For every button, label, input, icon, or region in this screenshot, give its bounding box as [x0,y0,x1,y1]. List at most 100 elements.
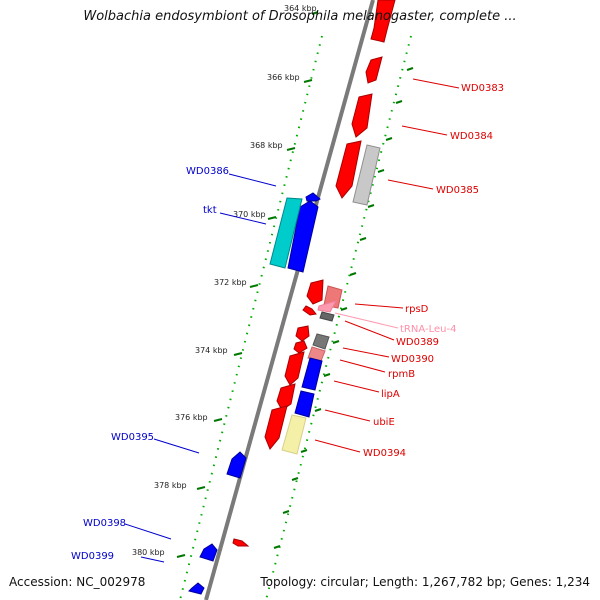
tick-mark [213,418,223,422]
tick-mark [377,169,385,173]
gene-label-wd0386[interactable]: WD0386 [186,166,229,177]
leader-line [334,312,399,329]
gene-label-trna-leu-4[interactable]: tRNA-Leu-4 [400,324,456,335]
gene-feature-forward[interactable] [264,405,288,450]
tick-mark [359,237,367,241]
map-title: Wolbachia endosymbiont of Drosophila mel… [83,9,517,24]
tick-mark [385,137,393,141]
gene-label-rpmb[interactable]: rpmB [388,369,415,380]
gene-feature-forward[interactable] [295,325,310,342]
leader-line [124,523,172,540]
leader-line [314,439,361,453]
genome-backbone [204,0,375,600]
tick-mark [367,204,375,208]
tick-mark [300,449,308,453]
gene-feature-reverse-tkt[interactable] [269,197,303,269]
tick-mark [249,284,259,288]
tick-label: 380 kbp [132,548,165,557]
gene-label-wd0390[interactable]: WD0390 [391,354,434,365]
gene-label-wd0399[interactable]: WD0399 [71,551,114,562]
tick-label: 372 kbp [214,278,247,287]
gene-feature-pale-yellow[interactable] [281,414,307,455]
tick-mark [267,216,277,220]
gene-feature-forward[interactable] [302,305,317,316]
gene-label-wd0385[interactable]: WD0385 [436,185,479,196]
gene-feature-reverse[interactable] [188,582,205,595]
gene-label-tkt[interactable]: tkt [203,205,217,216]
gene-feature-forward[interactable] [293,340,308,354]
gene-label-rpsd[interactable]: rpsD [405,304,429,315]
tick-mark [314,408,322,412]
gene-feature-forward[interactable] [370,0,396,43]
gene-feature-light[interactable] [323,285,343,309]
tick-label: 378 kbp [154,481,187,490]
accession-text: Accession: NC_002978 [9,575,146,589]
leader-line [412,78,460,89]
right-label-leaders [314,78,460,453]
gene-label-wd0389[interactable]: WD0389 [396,337,439,348]
tick-mark [196,486,206,490]
gene-feature-forward[interactable] [365,56,383,84]
gene-feature-reverse[interactable] [199,543,218,562]
gene-feature-reverse[interactable] [226,451,247,479]
tick-label: 374 kbp [195,346,228,355]
tick-marks [176,11,414,558]
gene-feature-reverse[interactable] [301,357,323,391]
tick-labels: 364 kbp 366 kbp 368 kbp 370 kbp 372 kbp … [132,4,317,557]
tick-mark [349,272,357,276]
leader-line [153,438,200,454]
leader-line [140,556,165,563]
gene-label-ubie[interactable]: ubiE [373,417,395,428]
tick-mark [340,307,348,311]
gene-feature-reverse[interactable] [294,390,315,418]
leader-line [339,359,386,373]
gene-label-lipa[interactable]: lipA [381,389,400,400]
gene-feature-reverse[interactable] [305,192,321,202]
gene-feature-forward[interactable] [284,351,305,386]
leader-line [324,409,371,422]
leader-line [219,212,267,225]
tick-mark [332,340,340,344]
tick-label: 368 kbp [250,141,283,150]
tick-label: 376 kbp [175,413,208,422]
tick-mark [291,477,299,481]
topology-text: Topology: circular; Length: 1,267,782 bp… [260,575,590,589]
tick-mark [233,352,243,356]
tick-label: 364 kbp [284,4,317,13]
gene-label-wd0398[interactable]: WD0398 [83,518,126,529]
outer-track-guide [265,35,412,600]
leader-line [387,179,434,190]
gene-label-wd0383[interactable]: WD0383 [461,83,504,94]
left-label-leaders [124,173,277,563]
gene-feature-grey[interactable] [312,333,330,350]
gene-label-wd0384[interactable]: WD0384 [450,131,493,142]
tick-mark [395,100,403,104]
gene-feature-reverse[interactable] [287,200,319,273]
trna-feature[interactable] [317,300,338,313]
tick-mark [273,545,281,549]
gene-label-wd0394[interactable]: WD0394 [363,448,406,459]
tick-mark [282,510,290,514]
gene-feature-forward-pseudo[interactable] [352,144,381,206]
leader-line [333,380,380,393]
leader-line [344,320,395,341]
tick-mark [406,67,414,71]
tick-mark [303,79,313,83]
leader-line [228,173,277,187]
tick-mark [323,373,331,377]
gene-label-wd0395[interactable]: WD0395 [111,432,154,443]
gene-feature-forward[interactable] [335,140,362,199]
tick-label: 366 kbp [267,73,300,82]
tick-label: 370 kbp [233,210,266,219]
tick-mark [286,147,296,151]
leader-line [354,303,404,309]
tick-mark [311,11,319,15]
gene-feature-forward[interactable] [351,93,373,138]
tick-mark [176,554,186,558]
gene-feature-grey[interactable] [319,311,335,322]
gene-feature-forward[interactable] [306,279,324,305]
leader-line [342,347,390,358]
gene-feature-forward[interactable] [232,538,250,547]
leader-line [401,125,448,136]
